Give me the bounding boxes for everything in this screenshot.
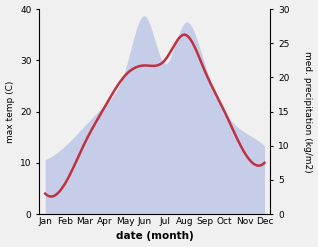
Y-axis label: med. precipitation (kg/m2): med. precipitation (kg/m2) bbox=[303, 51, 313, 172]
X-axis label: date (month): date (month) bbox=[116, 231, 194, 242]
Y-axis label: max temp (C): max temp (C) bbox=[5, 80, 15, 143]
